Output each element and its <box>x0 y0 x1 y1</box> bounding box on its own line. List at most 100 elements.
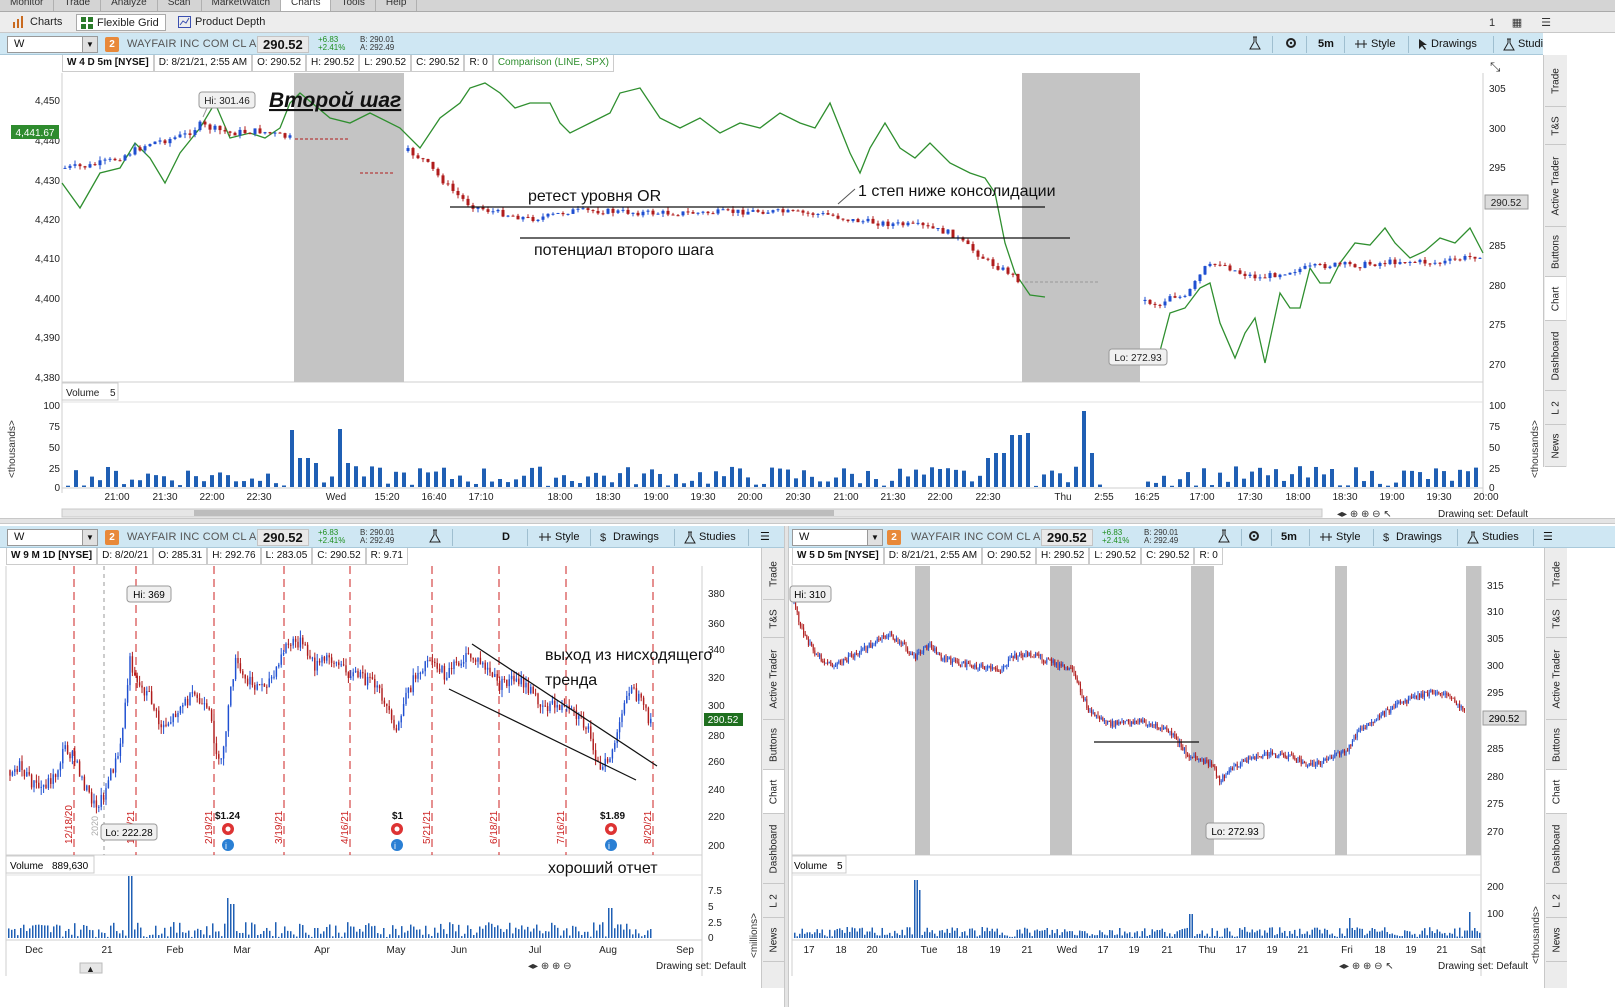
side-tab-trade[interactable]: Trade <box>1545 55 1566 107</box>
volume-bar <box>298 458 302 487</box>
vertical-splitter[interactable] <box>784 526 789 1007</box>
grid-page-number[interactable]: 1 <box>1488 17 1496 29</box>
daily-price-chart[interactable]: 12/18/201/15/212/19/213/19/214/16/215/21… <box>0 526 784 1007</box>
link-group-badge[interactable]: 2 <box>105 37 119 52</box>
side-tab-buttons[interactable]: Buttons <box>1546 720 1567 770</box>
symbol-input[interactable]: W ▼ <box>792 529 883 546</box>
timeframe-button[interactable]: 5m <box>1318 38 1334 50</box>
side-tab-active-trader[interactable]: Active Trader <box>763 638 784 720</box>
main-price-chart[interactable]: 4,450 4,440 4,430 4,420 4,410 4,400 4,39… <box>0 33 1543 530</box>
side-tab-time-and-sales[interactable]: T&S <box>763 600 784 638</box>
side-tab-dashboard[interactable]: Dashboard <box>1546 814 1567 884</box>
earnings-phone-icon[interactable] <box>222 823 234 835</box>
candle-body <box>14 769 16 773</box>
settings-gear-icon[interactable] <box>1247 529 1261 546</box>
style-button[interactable]: Style <box>1354 36 1395 53</box>
style-button[interactable]: Style <box>538 529 579 546</box>
studies-button[interactable]: Studies <box>1467 529 1519 546</box>
dividend-info-icon[interactable]: i <box>222 839 234 851</box>
side-tab-chart[interactable]: Chart <box>1545 277 1566 321</box>
candle-body <box>990 665 992 670</box>
symbol-input[interactable]: W ▼ <box>7 529 98 546</box>
drawing-set-label[interactable]: Drawing set: Default <box>1438 509 1528 520</box>
side-tab-dashboard[interactable]: Dashboard <box>763 814 784 884</box>
drawing-set-label[interactable]: Drawing set: Default <box>1438 961 1528 972</box>
side-tab-time-and-sales[interactable]: T&S <box>1545 107 1566 145</box>
drawing-set-label[interactable]: Drawing set: Default <box>656 961 746 972</box>
symbol-dropdown-icon[interactable]: ▼ <box>82 530 97 545</box>
candle-body <box>1019 653 1021 656</box>
studies-button[interactable]: Studies <box>684 529 736 546</box>
candle-body <box>294 638 297 642</box>
symbol-input[interactable]: W ▼ <box>7 36 98 53</box>
candle-body <box>651 210 655 215</box>
side-tab-buttons[interactable]: Buttons <box>763 720 784 770</box>
earnings-phone-icon[interactable] <box>391 823 403 835</box>
flask-icon[interactable] <box>1217 529 1231 546</box>
drawings-button[interactable]: $ Drawings <box>1383 531 1442 544</box>
side-tab-trade[interactable]: Trade <box>763 548 784 600</box>
menu-marketwatch[interactable]: MarketWatch <box>202 0 282 11</box>
timeframe-button[interactable]: 5m <box>1281 531 1297 543</box>
horizontal-splitter[interactable] <box>0 518 1615 524</box>
grid-layout-icon[interactable]: ▦ <box>1511 17 1523 29</box>
flask-icon[interactable] <box>428 529 442 546</box>
side-tab-active-trader[interactable]: Active Trader <box>1545 145 1566 227</box>
side-tab-chart[interactable]: Chart <box>763 770 784 814</box>
menu-trade[interactable]: Trade <box>54 0 102 11</box>
link-group-badge[interactable]: 2 <box>105 530 119 545</box>
style-button[interactable]: Style <box>1319 529 1360 546</box>
zoom-controls-icon[interactable]: ◂▸ ⊕ ⊕ ⊖ <box>528 961 572 972</box>
expand-button[interactable] <box>79 962 103 974</box>
panel-menu-icon[interactable]: ☰ <box>760 531 770 543</box>
flask-icon[interactable] <box>1248 36 1262 53</box>
menu-charts[interactable]: Charts <box>281 0 332 11</box>
candle-body <box>956 661 958 663</box>
scale-settings-icon[interactable]: ⤡ <box>1490 59 1501 74</box>
grid-menu-icon[interactable]: ☰ <box>1541 17 1551 29</box>
side-tab-dashboard[interactable]: Dashboard <box>1545 321 1566 391</box>
link-group-badge[interactable]: 2 <box>887 530 901 545</box>
panel-menu-icon[interactable]: ☰ <box>1543 531 1553 543</box>
timeframe-button[interactable]: D <box>502 531 510 543</box>
net-change: +6.83 <box>1102 528 1123 537</box>
symbol-dropdown-icon[interactable]: ▼ <box>867 530 882 545</box>
menu-tools[interactable]: Tools <box>331 0 376 11</box>
side-tab-level2[interactable]: L 2 <box>763 884 784 918</box>
side-tab-level2[interactable]: L 2 <box>1546 884 1567 918</box>
subtab-charts[interactable]: Charts <box>8 14 68 31</box>
drawings-button[interactable]: $ Drawings <box>600 531 659 544</box>
volume-bar <box>919 890 921 938</box>
dividend-info-icon[interactable]: i <box>391 839 403 851</box>
side-tab-active-trader[interactable]: Active Trader <box>1546 638 1567 720</box>
settings-gear-icon[interactable] <box>1284 36 1298 53</box>
fiveday-price-chart[interactable]: 315 310 305 300 295 285 280 275 270 290.… <box>789 526 1615 1007</box>
side-tab-chart[interactable]: Chart <box>1546 770 1567 814</box>
zoom-controls-icon[interactable]: ◂▸ ⊕ ⊕ ⊖ ↖ <box>1339 961 1394 972</box>
candle-body <box>606 208 610 214</box>
side-tab-time-and-sales[interactable]: T&S <box>1546 600 1567 638</box>
comparison-study[interactable]: Comparison (LINE, SPX) <box>492 55 614 72</box>
candle-body <box>971 666 973 668</box>
menu-help[interactable]: Help <box>376 0 418 11</box>
volume-bar <box>1244 927 1246 938</box>
dividend-info-icon[interactable]: i <box>605 839 617 851</box>
subtab-flexible-grid[interactable]: Flexible Grid <box>76 14 166 31</box>
side-tab-news[interactable]: News <box>1546 918 1567 962</box>
menu-monitor[interactable]: Monitor <box>0 0 55 11</box>
subtab-product-depth[interactable]: Product Depth <box>174 14 271 31</box>
side-tab-trade[interactable]: Trade <box>1546 548 1567 600</box>
side-tab-buttons[interactable]: Buttons <box>1545 227 1566 277</box>
symbol-dropdown-icon[interactable]: ▼ <box>82 37 97 52</box>
earnings-phone-icon[interactable] <box>605 823 617 835</box>
drawings-button[interactable]: Drawings <box>1418 36 1477 53</box>
side-tab-level2[interactable]: L 2 <box>1545 391 1566 425</box>
candle-body <box>189 693 191 706</box>
scroll-arrows-icon[interactable]: ◂▸ ⊕ ⊕ ⊖ ↖ <box>1337 509 1392 520</box>
menu-analyze[interactable]: Analyze <box>101 0 158 11</box>
side-tab-news[interactable]: News <box>763 918 784 962</box>
side-tab-news[interactable]: News <box>1545 425 1566 467</box>
time-scrollbar-thumb[interactable] <box>194 510 834 516</box>
studies-button[interactable]: Studies <box>1503 36 1543 53</box>
menu-scan[interactable]: Scan <box>158 0 202 11</box>
